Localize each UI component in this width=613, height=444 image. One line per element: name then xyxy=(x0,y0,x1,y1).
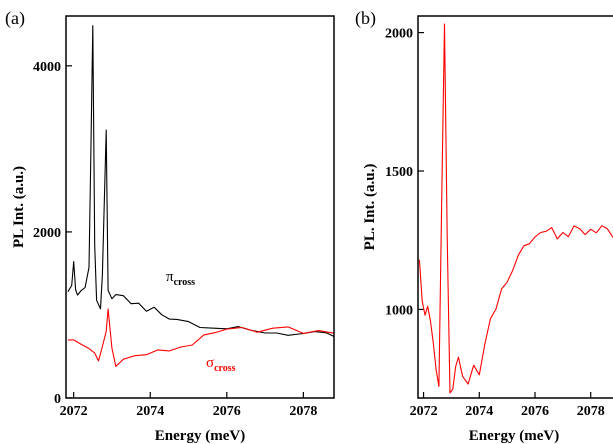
pi-cross-label: πcross xyxy=(166,269,195,288)
series-line-spectrum xyxy=(418,23,613,394)
x-tick-label: 2078 xyxy=(577,404,605,419)
panel-a-ticks: 2072 2074 2076 2078 0 2000 4000 xyxy=(33,60,317,419)
y-tick-label: 2000 xyxy=(33,226,61,241)
panel-b-frame xyxy=(417,15,613,399)
pi-cross-symbol: π xyxy=(166,269,174,285)
sigma-cross-label: σcross xyxy=(206,355,236,374)
sigma-cross-symbol: σ xyxy=(206,355,214,371)
panel-a-series xyxy=(67,25,335,367)
x-tick-label: 2074 xyxy=(465,404,493,419)
panel-a-xlabel: Energy (meV) xyxy=(155,428,245,444)
y-tick-label: 0 xyxy=(54,392,61,407)
y-tick-label: 2000 xyxy=(385,27,413,42)
panel-b-series xyxy=(418,23,613,394)
panel-b: (b) 2072 2074 2076 2078 1000 1500 2000 Energy … xyxy=(355,8,613,444)
panel-b-label: (b) xyxy=(355,8,376,29)
y-tick-label: 1500 xyxy=(385,165,413,180)
x-tick-label: 2076 xyxy=(213,404,241,419)
panel-a-ylabel: PL Int. (a.u.) xyxy=(11,166,27,248)
x-tick-label: 2072 xyxy=(410,404,438,419)
x-tick-label: 2076 xyxy=(521,404,549,419)
y-tick-label: 4000 xyxy=(33,60,61,75)
panel-b-xlabel: Energy (meV) xyxy=(469,428,559,444)
series-line-sigma-cross xyxy=(67,308,335,367)
x-tick-label: 2078 xyxy=(289,404,317,419)
panel-b-ylabel: PL. Int. (a.u.) xyxy=(362,164,378,251)
y-tick-label: 1000 xyxy=(385,303,413,318)
sigma-cross-subscript: cross xyxy=(214,363,236,374)
panel-a-frame xyxy=(65,15,335,399)
pi-cross-subscript: cross xyxy=(174,277,196,288)
x-tick-label: 2074 xyxy=(136,404,164,419)
panel-b-ticks: 2072 2074 2076 2078 1000 1500 2000 xyxy=(385,27,605,419)
series-line-pi-cross xyxy=(67,25,335,337)
x-tick-label: 2072 xyxy=(60,404,88,419)
panel-a-label: (a) xyxy=(5,8,25,29)
